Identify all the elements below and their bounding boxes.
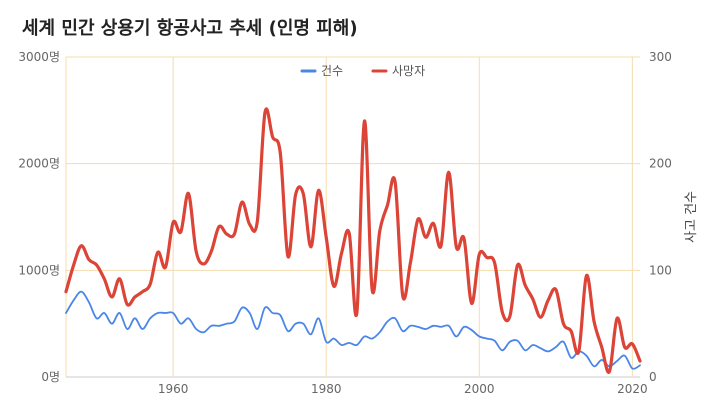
chart-title: 세계 민간 상용기 항공사고 추세 (인명 피해)	[22, 18, 358, 39]
y-left-tick-label: 3000명	[18, 50, 60, 64]
series-line-fatalities	[64, 107, 642, 374]
x-tick-label: 2000	[464, 382, 495, 396]
x-tick-label: 1980	[311, 382, 342, 396]
y-left-tick-label: 1000명	[18, 263, 60, 277]
legend[interactable]: 건수 사망자	[300, 64, 425, 78]
legend-label: 건수	[321, 64, 343, 78]
y-left-tick-label: 0명	[41, 370, 60, 384]
y-right-axis-title: 사고 건수	[684, 191, 699, 243]
x-tick-label: 2020	[617, 382, 648, 396]
y-right-tick-label: 200	[649, 157, 672, 171]
x-tick-label: 1960	[158, 382, 189, 396]
y-left-tick-label: 2000명	[18, 157, 60, 171]
legend-item-count[interactable]: 건수	[300, 64, 343, 78]
axes: 0명 1000명 2000명 3000명 0 100 200 300 1960 1980 2000 2…	[18, 50, 699, 396]
series-line-count	[65, 290, 641, 370]
y-right-tick-label: 0	[649, 370, 657, 384]
legend-label: 사망자	[392, 64, 425, 78]
series-lines	[64, 107, 642, 374]
legend-item-fatalities[interactable]: 사망자	[371, 64, 425, 78]
y-right-tick-label: 100	[649, 263, 672, 277]
y-right-tick-label: 300	[649, 50, 672, 64]
gridlines	[65, 56, 640, 378]
